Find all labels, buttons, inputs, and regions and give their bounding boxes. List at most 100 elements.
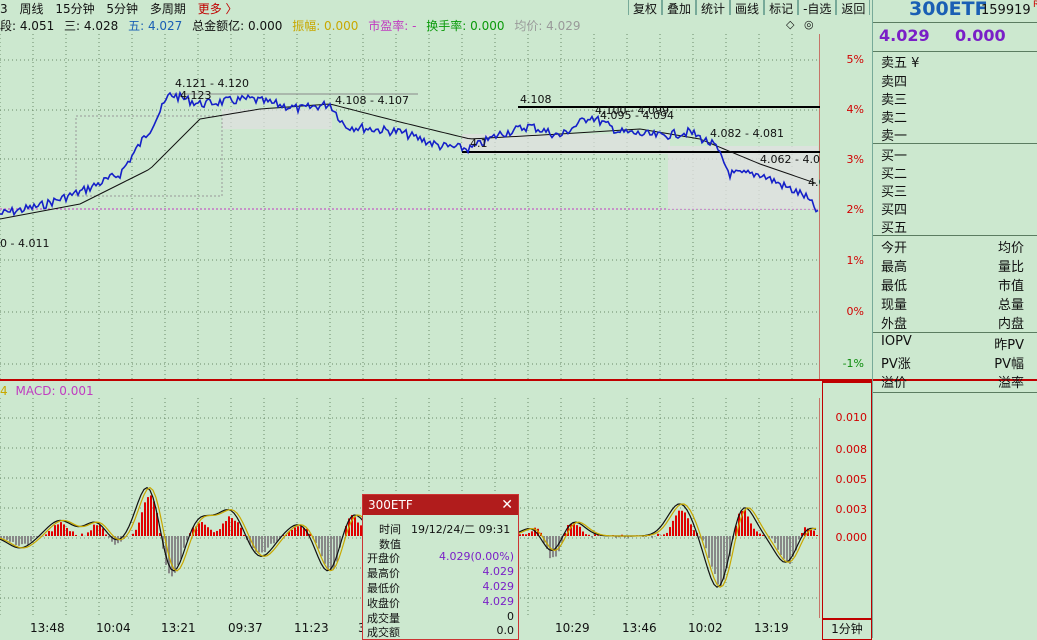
mark-button[interactable]: 标记 — [764, 0, 798, 15]
macd-bar-up — [684, 512, 686, 536]
stats-button[interactable]: 统计 — [696, 0, 730, 15]
macd-bar-up — [519, 534, 521, 536]
overlay-button[interactable]: 叠加 — [662, 0, 696, 15]
period-button[interactable]: 1分钟 — [822, 619, 872, 640]
prev-pv-label: 昨PV — [994, 334, 1024, 353]
macd-tick: 0.010 — [836, 411, 868, 424]
price-annotation: 4.0 — [808, 176, 820, 189]
pct-tick: 1% — [847, 254, 864, 267]
macd-bar-up — [222, 524, 224, 536]
macd-bar-down — [180, 536, 182, 559]
draw-line-button[interactable]: 画线 — [730, 0, 764, 15]
menu-item-5min[interactable]: 5分钟 — [106, 2, 138, 15]
volume-label: 现量 — [881, 294, 907, 313]
macd-bar-up — [219, 529, 221, 536]
macd-bar-down — [267, 536, 269, 548]
macd-bar-up — [69, 531, 71, 536]
macd-bar-up — [48, 531, 50, 536]
price-annotation: 4.1 — [470, 137, 488, 150]
high-value: 4.029 — [483, 565, 515, 578]
macd-bar-down — [264, 536, 266, 552]
macd-bar-up — [300, 526, 302, 536]
time-label: 时间 — [379, 521, 401, 537]
macd-bar-down — [771, 536, 773, 538]
time-tick: 11:23 — [294, 621, 329, 635]
price-annotation: 4.082 - 4.081 — [710, 127, 784, 140]
macd-bar-up — [63, 524, 65, 536]
macd-bar-up — [237, 522, 239, 536]
macd-bar-down — [705, 536, 707, 548]
macd-dif: 4 — [0, 384, 8, 398]
macd-bar-up — [135, 530, 137, 536]
macd-bar-up — [240, 528, 242, 536]
time-value: 19/12/24/二 09:31 — [411, 521, 510, 537]
macd-bar-down — [108, 536, 110, 538]
close-value: 4.029 — [483, 595, 515, 608]
macd-bar-up — [813, 531, 815, 536]
macd-bar-up — [228, 516, 230, 536]
macd-bar-down — [33, 536, 35, 537]
macd-bar-down — [3, 536, 5, 539]
back-button[interactable]: 返回 — [836, 0, 870, 15]
turnover: 换手率: 0.000 — [426, 19, 504, 33]
pct-tick: -1% — [843, 357, 864, 370]
menu-item-week[interactable]: 周线 — [19, 2, 43, 15]
low-value: 4.029 — [483, 580, 515, 593]
price-annotation: 4.108 - 4.107 — [335, 94, 409, 107]
macd-bar-up — [198, 523, 200, 536]
menu-more[interactable]: 更多 〉 — [198, 2, 238, 15]
price-annotation: 4.123 — [180, 89, 212, 102]
macd-bar-up — [60, 522, 62, 536]
time-tick: 10:29 — [555, 621, 590, 635]
ma-1: 段: 4.051 — [0, 19, 54, 33]
macd-bar-up — [297, 526, 299, 536]
divider — [873, 392, 1037, 393]
pct-tick: 0% — [847, 305, 864, 318]
macd-bar-down — [591, 536, 593, 537]
macd-bar-up — [87, 532, 89, 536]
time-tick: 09:37 — [228, 621, 263, 635]
pct-tick: 2% — [847, 203, 864, 216]
macd-bar-up — [93, 525, 95, 536]
macd-bar-up — [132, 534, 134, 536]
macd-bar-up — [201, 522, 203, 536]
menu-item[interactable]: 3 — [0, 2, 8, 15]
pv-up-label: PV涨 — [881, 353, 911, 372]
macd-bar-up — [210, 530, 212, 536]
close-icon[interactable]: ✕ — [501, 495, 513, 515]
macd-bar-down — [714, 536, 716, 574]
total-amount: 总金额亿: 0.000 — [192, 19, 282, 33]
macd-bar-up — [687, 518, 689, 536]
price-annotation: 4.108 — [520, 93, 552, 106]
menu-item-multi[interactable]: 多周期 — [150, 2, 186, 15]
market-tag: R — [1033, 0, 1037, 10]
close-label: 收盘价 — [367, 595, 400, 611]
settings-icon[interactable]: ◎ — [804, 18, 814, 31]
tooltip-header: 300ETF ✕ — [363, 495, 518, 515]
divider — [873, 143, 1037, 144]
macd-bar-up — [528, 533, 530, 536]
quote-panel: 300ETF 159919 R 4.029 0.000 卖五 ¥ 卖四 卖三 卖… — [872, 0, 1037, 638]
security-number: 159919 — [981, 3, 1031, 18]
macd-bar-up — [354, 517, 356, 536]
fuquan-button[interactable]: 复权 — [628, 0, 662, 15]
macd-bar-up — [51, 531, 53, 536]
macd-bar-up — [72, 531, 74, 536]
watchlist-button[interactable]: -自选 — [798, 0, 836, 15]
ask-4: 卖四 — [881, 71, 907, 90]
diamond-icon[interactable]: ◇ — [786, 18, 794, 31]
macd-bar-up — [231, 518, 233, 536]
macd-value: MACD: 0.001 — [15, 384, 93, 398]
macd-bar-down — [258, 536, 260, 552]
macd-bar-up — [216, 531, 218, 536]
macd-bar-up — [585, 534, 587, 536]
macd-bar-down — [330, 536, 332, 571]
amplitude: 振幅: 0.000 — [292, 19, 358, 33]
open-value: 4.029(0.00%) — [439, 550, 514, 563]
menu-item-15min[interactable]: 15分钟 — [55, 2, 94, 15]
macd-bar-down — [15, 536, 17, 545]
outer-label: 外盘 — [881, 313, 907, 332]
macd-bar-up — [138, 523, 140, 536]
macd-bar-down — [783, 536, 785, 559]
